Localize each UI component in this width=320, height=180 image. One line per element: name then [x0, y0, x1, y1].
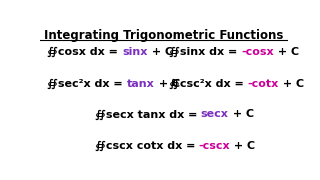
Text: ∯sinx dx =: ∯sinx dx =	[169, 47, 241, 57]
Text: + C: + C	[230, 141, 256, 151]
Text: ∯cosx dx =: ∯cosx dx =	[47, 47, 122, 57]
Text: + C: + C	[148, 47, 173, 57]
Text: ∯secx tanx dx =: ∯secx tanx dx =	[95, 109, 201, 120]
Text: -cosx: -cosx	[241, 47, 274, 57]
Text: -cscx: -cscx	[199, 141, 230, 151]
Text: ∯cscx cotx dx =: ∯cscx cotx dx =	[95, 141, 199, 152]
Text: ∯csc²x dx =: ∯csc²x dx =	[169, 79, 248, 89]
Text: tanx: tanx	[127, 79, 155, 89]
Text: + C: + C	[274, 47, 299, 57]
Text: Integrating Trigonometric Functions: Integrating Trigonometric Functions	[44, 28, 284, 42]
Text: -cotx: -cotx	[248, 79, 279, 89]
Text: + C: + C	[155, 79, 180, 89]
Text: secx: secx	[201, 109, 229, 120]
Text: ∯sec²x dx =: ∯sec²x dx =	[47, 79, 127, 89]
Text: + C: + C	[229, 109, 254, 120]
Text: + C: + C	[279, 79, 304, 89]
Text: sinx: sinx	[122, 47, 148, 57]
